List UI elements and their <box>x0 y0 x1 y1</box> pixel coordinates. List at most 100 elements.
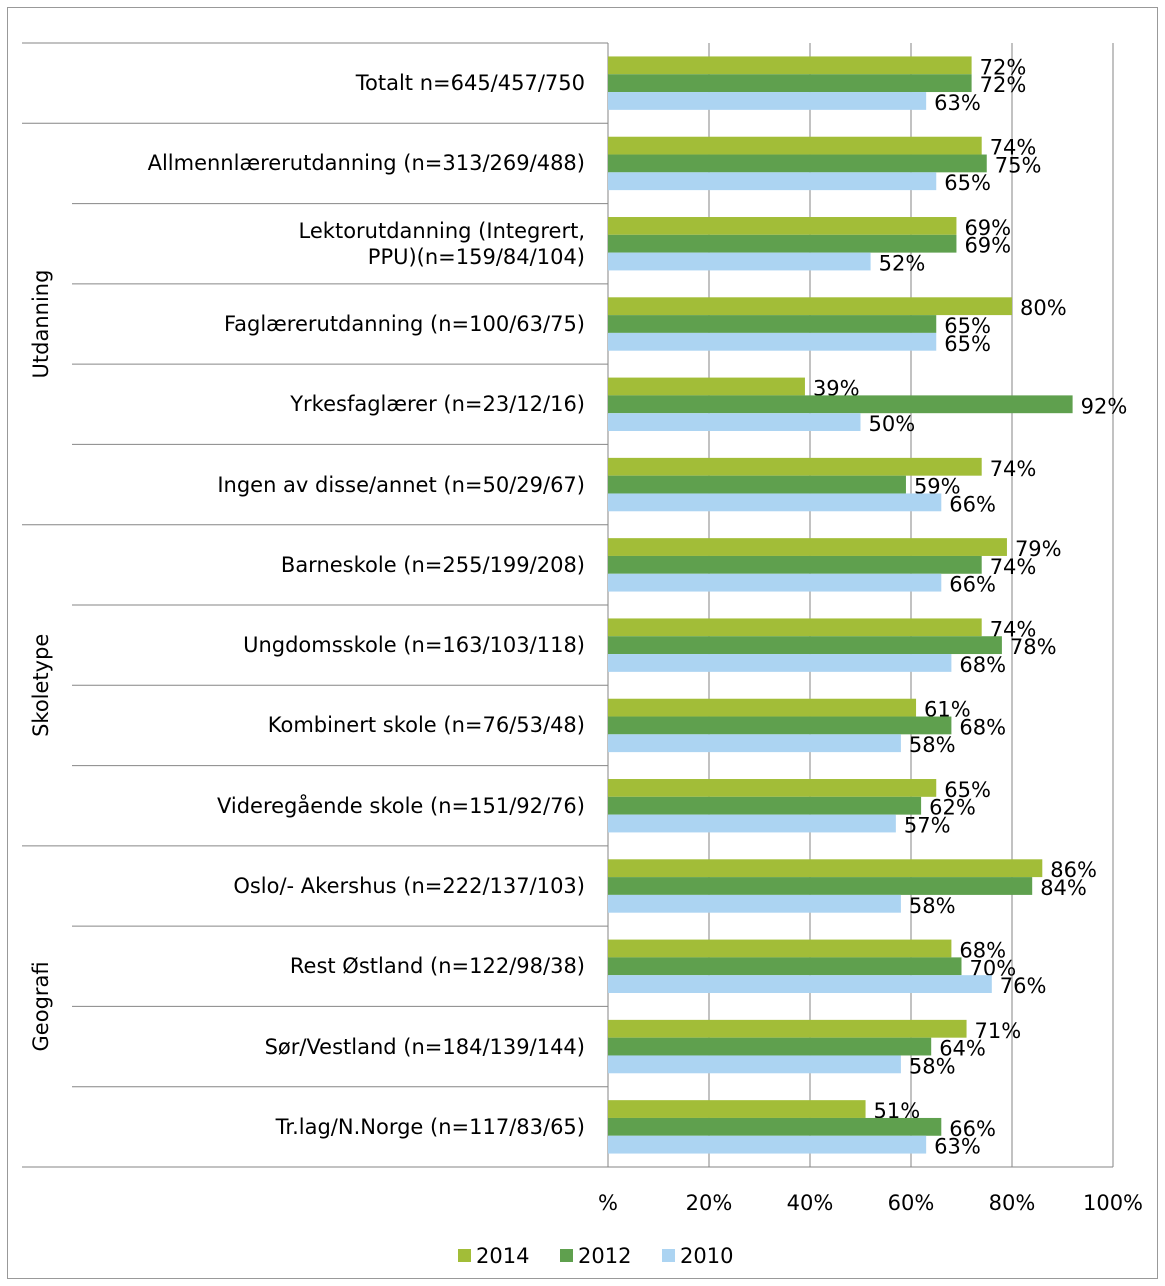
legend-label: 2014 <box>476 1244 529 1268</box>
category-label: Rest Østland (n=122/98/38) <box>289 954 585 979</box>
x-tick-label: 100% <box>1083 1191 1143 1215</box>
group-label: Utdanning <box>29 270 53 379</box>
category-label: Ingen av disse/annet (n=50/29/67) <box>217 472 585 497</box>
data-label: 74% <box>990 555 1037 579</box>
data-label: 84% <box>1040 876 1087 900</box>
chart-border <box>7 7 1158 1279</box>
bar <box>608 154 987 173</box>
bar <box>608 779 937 797</box>
data-label: 57% <box>904 814 951 838</box>
data-label: 74% <box>990 136 1037 160</box>
legend-label: 2010 <box>680 1244 733 1268</box>
data-label: 58% <box>909 733 956 757</box>
data-label: 50% <box>869 412 916 436</box>
bar <box>608 859 1043 878</box>
bar <box>608 493 942 512</box>
data-label: 92% <box>1081 394 1128 418</box>
bar <box>608 234 957 253</box>
x-tick-label: 60% <box>888 1191 935 1215</box>
group-label: Skoletype <box>29 634 53 737</box>
bar <box>608 217 957 235</box>
bar <box>608 74 972 93</box>
data-label: 72% <box>980 73 1027 97</box>
data-label: 68% <box>959 715 1006 739</box>
data-label: 58% <box>909 894 956 918</box>
data-label: 66% <box>949 573 996 597</box>
bar <box>608 315 937 333</box>
x-tick-label: 20% <box>686 1191 733 1215</box>
x-tick-label: 40% <box>787 1191 834 1215</box>
data-label: 86% <box>1050 858 1097 882</box>
bar <box>608 136 982 155</box>
data-label: 66% <box>949 1117 996 1141</box>
legend-swatch <box>662 1249 675 1262</box>
x-tick-label: % <box>598 1191 618 1215</box>
category-label: Kombinert skole (n=76/53/48) <box>267 713 585 738</box>
x-tick-label: 80% <box>989 1191 1036 1215</box>
bar <box>608 332 937 351</box>
bar <box>608 796 922 815</box>
data-label: 63% <box>934 1135 981 1159</box>
data-label: 58% <box>909 1054 956 1078</box>
bar <box>608 252 871 271</box>
bar <box>608 1117 942 1136</box>
data-label: 65% <box>944 314 991 338</box>
legend-swatch <box>458 1249 471 1262</box>
bar <box>608 92 927 110</box>
category-label: Ungdomsskole (n=163/103/118) <box>243 633 585 658</box>
bar <box>608 877 1033 895</box>
bar <box>608 573 942 592</box>
data-label: 65% <box>944 332 991 356</box>
category-label: Allmennlærerutdanning (n=313/269/488) <box>147 151 585 176</box>
data-label: 65% <box>944 171 991 195</box>
data-label: 65% <box>944 778 991 802</box>
data-label: 80% <box>1020 296 1067 320</box>
bar <box>608 413 861 431</box>
category-label: Tr.lag/N.Norge (n=117/83/65) <box>275 1114 585 1139</box>
data-label: 79% <box>1015 537 1062 561</box>
bar <box>608 172 937 191</box>
bar <box>608 1055 901 1074</box>
data-label: 72% <box>980 55 1027 79</box>
data-label: 78% <box>1010 635 1057 659</box>
bar <box>608 894 901 913</box>
category-label: Totalt n=645/457/750 <box>355 71 585 96</box>
bar <box>608 538 1007 556</box>
bar <box>608 297 1012 316</box>
data-label: 69% <box>964 216 1011 240</box>
legend-label: 2012 <box>578 1244 631 1268</box>
data-label: 68% <box>959 653 1006 677</box>
category-label: Sør/Vestland (n=184/139/144) <box>264 1034 585 1059</box>
data-label: 63% <box>934 91 981 115</box>
data-label: 75% <box>995 153 1042 177</box>
bar <box>608 716 952 735</box>
legend-swatch <box>560 1249 573 1262</box>
bar <box>608 1100 866 1118</box>
bar <box>608 56 972 75</box>
group-label: Geografi <box>29 961 53 1051</box>
bar <box>608 654 952 672</box>
data-label: 68% <box>959 938 1006 962</box>
bar <box>608 734 901 753</box>
bar <box>608 698 917 717</box>
bar <box>608 957 962 976</box>
category-label: Lektorutdanning (Integrert, PPU)(n=159/8… <box>298 218 585 269</box>
bar <box>608 618 982 637</box>
data-label: 69% <box>964 234 1011 258</box>
category-label: Videregående skole (n=151/92/76) <box>216 793 585 818</box>
bar <box>608 1135 927 1154</box>
category-label: Barneskole (n=255/199/208) <box>280 552 585 577</box>
data-label: 66% <box>949 492 996 516</box>
bar <box>608 975 992 993</box>
data-label: 74% <box>990 457 1037 481</box>
bar <box>608 814 896 833</box>
bar <box>608 377 805 396</box>
bar <box>608 555 982 574</box>
data-label: 52% <box>879 252 926 276</box>
bar <box>608 395 1073 414</box>
data-label: 62% <box>929 796 976 820</box>
bar <box>608 457 982 476</box>
data-label: 64% <box>939 1037 986 1061</box>
